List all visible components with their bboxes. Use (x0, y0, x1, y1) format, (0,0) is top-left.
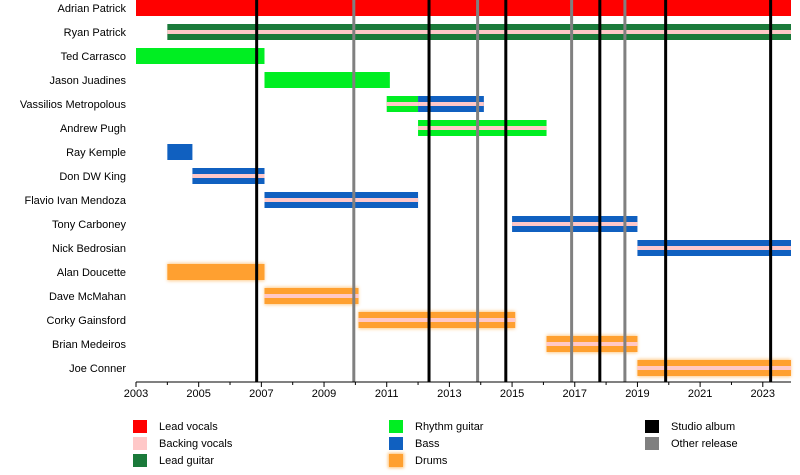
tony-carboney-backing-vocals-stripe (512, 222, 638, 226)
adrian-patrick-lead-vocals-bar (136, 0, 791, 16)
member-name-nick-bedrosian: Nick Bedrosian (52, 243, 126, 255)
legend-label: Backing vocals (159, 437, 233, 450)
legend-backing-vocals: Backing vocals (133, 435, 232, 452)
dave-mcmahan-backing-vocals-stripe (264, 294, 359, 298)
member-name-flavio-ivan-mendoza: Flavio Ivan Mendoza (25, 195, 127, 207)
tick-label-2003: 2003 (124, 388, 148, 400)
tick-label-2017: 2017 (563, 388, 587, 400)
member-bars (136, 0, 791, 377)
bass-swatch (389, 437, 403, 450)
member-name-joe-conner: Joe Conner (69, 363, 126, 375)
legend-vocals-column: Lead vocals Backing vocals Lead guitar (133, 418, 232, 469)
rhythm-guitar-swatch (389, 420, 403, 433)
legend-label: Rhythm guitar (415, 420, 484, 433)
member-name-vassilios-metropolous: Vassilios Metropolous (20, 99, 127, 111)
legend-lead-guitar: Lead guitar (133, 452, 232, 469)
member-name-brian-medeiros: Brian Medeiros (52, 339, 126, 351)
studio-album-swatch (645, 420, 659, 433)
member-name-ray-kemple: Ray Kemple (66, 147, 126, 159)
tick-label-2009: 2009 (312, 388, 336, 400)
member-name-don-dw-king: Don DW King (59, 171, 126, 183)
legend-studio-album: Studio album (645, 418, 738, 435)
band-timeline-chart: Adrian Patrick Ryan Patrick Ted Carrasco Ja… (20, 0, 791, 400)
x-axis: 2003 2005 2007 2009 2011 2013 2015 2017 2019 2021… (124, 381, 791, 400)
don-dw-king-backing-vocals-stripe (192, 174, 265, 178)
legend-label: Lead vocals (159, 420, 218, 433)
tick-label-2011: 2011 (375, 388, 399, 400)
tick-label-2013: 2013 (437, 388, 461, 400)
legend-label: Lead guitar (159, 454, 215, 467)
alan-doucette-drums-bar (167, 264, 265, 280)
member-name-corky-gainsford: Corky Gainsford (47, 315, 126, 327)
legend-label: Bass (415, 437, 440, 450)
member-name-dave-mcmahan: Dave McMahan (49, 291, 126, 303)
tick-label-2015: 2015 (500, 388, 524, 400)
member-name-ted-carrasco: Ted Carrasco (61, 51, 126, 63)
legend-instruments-column: Rhythm guitar Bass Drums (389, 418, 483, 469)
member-name-alan-doucette: Alan Doucette (57, 267, 126, 279)
member-labels: Adrian Patrick Ryan Patrick Ted Carrasco Ja… (20, 3, 127, 375)
legend-lead-vocals: Lead vocals (133, 418, 232, 435)
ryan-patrick-backing-vocals-stripe (167, 30, 791, 34)
legend-other-release: Other release (645, 435, 738, 452)
tick-label-2007: 2007 (249, 388, 273, 400)
lead-vocals-swatch (133, 420, 147, 433)
backing-vocals-swatch (133, 437, 147, 450)
jason-juadines-rhythm-guitar-bar (264, 72, 390, 88)
legend-releases-column: Studio album Other release (645, 418, 738, 452)
tick-label-2005: 2005 (186, 388, 210, 400)
member-name-adrian-patrick: Adrian Patrick (58, 3, 127, 15)
brian-medeiros-backing-vocals-stripe (546, 342, 638, 346)
tick-label-2021: 2021 (688, 388, 712, 400)
legend-label: Studio album (671, 420, 736, 433)
andrew-pugh-backing-vocals-stripe (418, 126, 547, 130)
member-name-ryan-patrick: Ryan Patrick (64, 27, 127, 39)
member-name-tony-carboney: Tony Carboney (52, 219, 126, 231)
legend-drums: Drums (389, 452, 483, 469)
tick-label-2023: 2023 (751, 388, 775, 400)
other-release-swatch (645, 437, 659, 450)
legend-bass: Bass (389, 435, 483, 452)
flavio-ivan-mendoza-backing-vocals-stripe (264, 198, 419, 202)
legend-rhythm-guitar: Rhythm guitar (389, 418, 483, 435)
corky-gainsford-backing-vocals-stripe (358, 318, 516, 322)
member-name-andrew-pugh: Andrew Pugh (60, 123, 126, 135)
member-name-jason-juadines: Jason Juadines (50, 75, 127, 87)
drums-swatch (389, 454, 403, 467)
release-lines (255, 0, 773, 382)
tick-label-2019: 2019 (625, 388, 649, 400)
legend-label: Other release (671, 437, 738, 450)
legend-label: Drums (415, 454, 448, 467)
vassilios-metropolous-backing-vocals-stripe (418, 102, 484, 106)
lead-guitar-swatch (133, 454, 147, 467)
joe-conner-backing-vocals-stripe (637, 366, 791, 370)
ted-carrasco-rhythm-guitar-bar (136, 48, 265, 64)
ray-kemple-bass-bar (167, 144, 193, 160)
nick-bedrosian-backing-vocals-stripe (637, 246, 791, 250)
vassilios-metropolous-backing-vocals-stripe (386, 102, 419, 106)
